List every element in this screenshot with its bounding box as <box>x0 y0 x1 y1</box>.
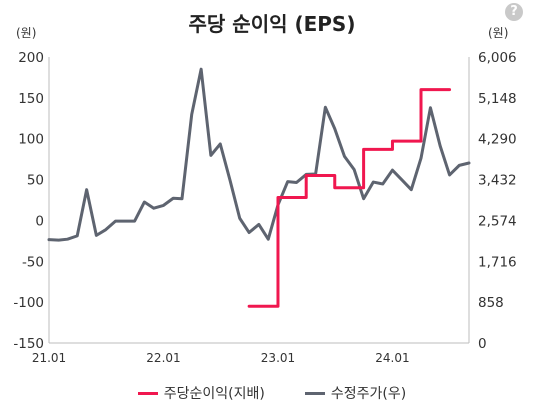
right-tick-label: 5,148 <box>478 91 517 107</box>
right-tick-label: 2,574 <box>478 213 517 229</box>
right-tick-label: 6,006 <box>478 50 517 66</box>
legend-label-price: 수정주가(우) <box>330 386 407 402</box>
x-tick-label: 24.01 <box>375 351 409 365</box>
right-tick-label: 0 <box>478 336 487 352</box>
series-line-price <box>47 67 471 242</box>
left-tick-label: 150 <box>18 91 44 107</box>
left-tick-label: 200 <box>18 50 44 66</box>
help-icon[interactable]: ? <box>505 3 523 21</box>
left-tick-label: 0 <box>35 213 44 229</box>
series-line-eps <box>247 88 452 308</box>
left-tick-label: -50 <box>22 254 44 270</box>
legend-swatch-eps <box>137 391 158 395</box>
legend-label-eps: 주당순이익(지배) <box>163 386 265 402</box>
legend-item-eps[interactable]: 주당순이익(지배) <box>137 383 265 403</box>
left-tick-label: -100 <box>13 295 44 311</box>
right-tick-label: 1,716 <box>478 254 517 270</box>
right-tick-label: 858 <box>478 295 504 311</box>
left-tick-label: -150 <box>13 336 44 352</box>
right-axis-unit: (원) <box>488 26 509 40</box>
x-tick-label: 21.01 <box>32 351 66 365</box>
left-tick-label: 100 <box>18 132 44 148</box>
right-tick-label: 3,432 <box>478 173 517 189</box>
x-tick-label: 23.01 <box>261 351 295 365</box>
chart-title: 주당 순이익 (EPS) <box>188 12 356 36</box>
x-tick-label: 22.01 <box>146 351 180 365</box>
legend-item-price[interactable]: 수정주가(우) <box>304 383 407 403</box>
right-tick-label: 4,290 <box>478 132 517 148</box>
left-axis-unit: (원) <box>16 26 37 40</box>
legend-swatch-price <box>304 391 325 395</box>
chart-legend: 주당순이익(지배) 수정주가(우) <box>0 383 544 403</box>
left-tick-label: 50 <box>27 173 44 189</box>
